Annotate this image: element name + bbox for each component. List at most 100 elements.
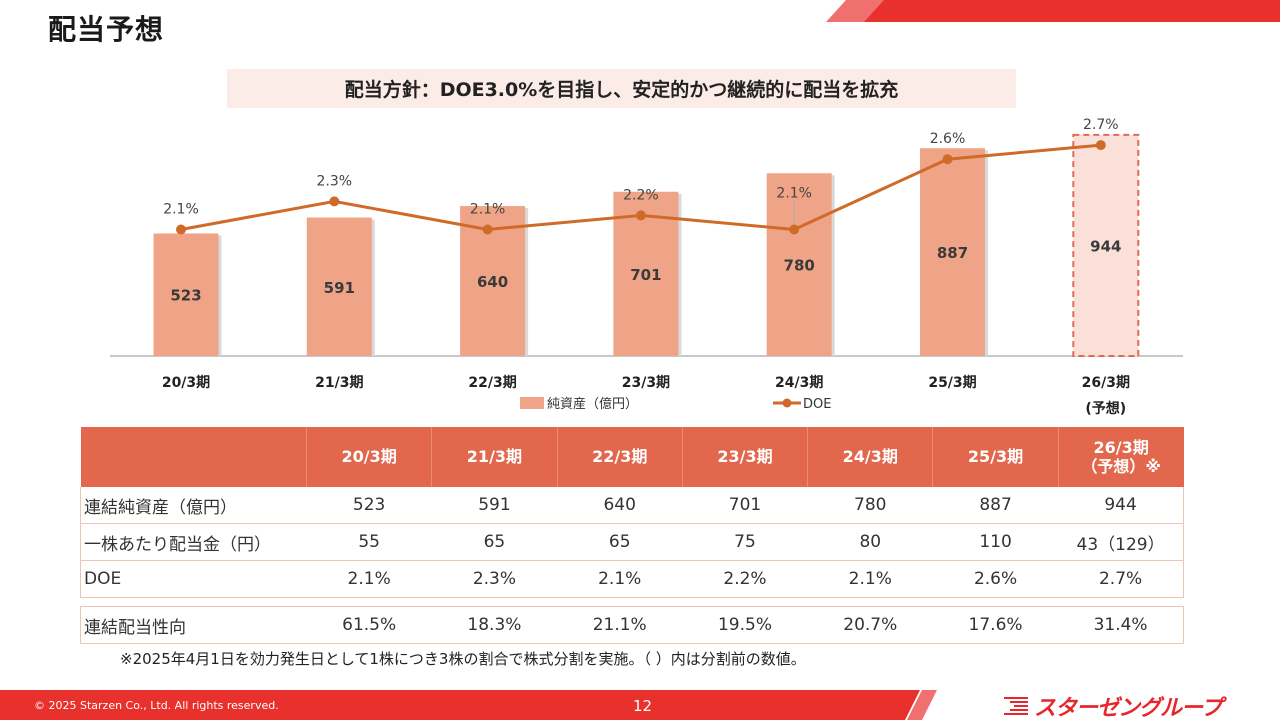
bar xyxy=(306,217,372,356)
table-cell: 2.3% xyxy=(431,560,558,598)
table-header-blank xyxy=(80,427,307,487)
bar xyxy=(153,233,219,356)
dividend-chart: 523 20/3期 591 21/3期 640 22/3期 701 23/3期 780 24/3期… xyxy=(110,117,1183,417)
table-cell: 43（129） xyxy=(1058,523,1185,561)
dividend-table: 20/3期 21/3期 22/3期 23/3期 24/3期 25/3期 26/3… xyxy=(80,427,1185,644)
bar-value-label: 640 xyxy=(477,273,508,291)
x-tick-label: 25/3期 xyxy=(928,375,976,391)
table-cell: 2.7% xyxy=(1058,560,1185,598)
doe-point xyxy=(789,224,800,235)
copyright-text: © 2025 Starzen Co., Ltd. All rights rese… xyxy=(34,699,279,712)
bar xyxy=(766,173,832,356)
x-tick-label: 21/3期 xyxy=(315,375,363,391)
logo-stripes-icon xyxy=(1004,697,1028,715)
table-cell: 887 xyxy=(932,487,1059,524)
doe-value-label: 2.1% xyxy=(776,185,812,201)
forecast-note: （予想）※ xyxy=(1081,457,1161,476)
table-header-cell: 22/3期 xyxy=(556,427,683,487)
x-tick-label: 26/3期 xyxy=(1082,375,1130,391)
table-row: 連結純資産（億円） 523 591 640 701 780 887 944 xyxy=(80,487,1185,524)
table-cell: 80 xyxy=(807,523,933,561)
table-cell: 65 xyxy=(557,523,683,561)
doe-value-label: 2.2% xyxy=(623,187,659,203)
logo-text: スターゼングループ xyxy=(1034,696,1223,721)
doe-point xyxy=(635,210,646,221)
doe-point xyxy=(482,224,493,235)
table-cell: 2.6% xyxy=(932,560,1059,598)
doe-point xyxy=(1095,140,1106,151)
row-label: DOE xyxy=(80,560,307,598)
table-header-cell: 21/3期 xyxy=(431,427,558,487)
table-cell: 20.7% xyxy=(807,606,933,644)
bar xyxy=(460,206,526,356)
bar-value-label: 591 xyxy=(324,279,355,297)
table-header-cell: 20/3期 xyxy=(305,427,432,487)
table-gap xyxy=(81,598,1184,607)
footer-light-stripe xyxy=(907,690,937,720)
table-cell: 31.4% xyxy=(1058,606,1185,644)
table-cell: 19.5% xyxy=(682,606,808,644)
table-cell: 18.3% xyxy=(431,606,558,644)
page-title: 配当予想 xyxy=(48,13,165,46)
page-number: 12 xyxy=(633,697,653,715)
legend-label-net-assets: 純資産（億円） xyxy=(547,396,638,412)
x-tick-label: 22/3期 xyxy=(468,375,516,391)
table-cell: 17.6% xyxy=(932,606,1059,644)
doe-value-label: 2.6% xyxy=(930,131,966,147)
table-cell: 65 xyxy=(431,523,558,561)
doe-point xyxy=(176,224,186,235)
bar-value-label: 780 xyxy=(784,257,815,275)
table-gap-cell xyxy=(81,598,1184,607)
legend-swatch-net-assets xyxy=(520,397,544,409)
table-header-cell-forecast: 26/3期 （予想）※ xyxy=(1057,427,1184,487)
row-label: 連結純資産（億円） xyxy=(80,487,307,524)
company-logo: スターゼングループ xyxy=(1002,690,1223,722)
bar-value-label: 887 xyxy=(937,244,968,262)
x-tick-label: 24/3期 xyxy=(775,375,823,391)
row-label: 連結配当性向 xyxy=(80,606,307,644)
footer-red-band xyxy=(0,690,920,720)
table-cell: 780 xyxy=(807,487,933,524)
legend-label-doe: DOE xyxy=(803,397,831,412)
table-cell: 701 xyxy=(682,487,808,524)
table-header-row: 20/3期 21/3期 22/3期 23/3期 24/3期 25/3期 26/3… xyxy=(80,427,1184,487)
row-label: 一株あたり配当金（円） xyxy=(80,523,307,561)
table-cell: 2.1% xyxy=(807,560,933,598)
doe-value-label: 2.7% xyxy=(1083,117,1119,133)
table-row-payout-ratio: 連結配当性向 61.5% 18.3% 21.1% 19.5% 20.7% 17.6% 31.4… xyxy=(80,606,1185,644)
table-header-cell: 24/3期 xyxy=(807,427,933,487)
x-tick-sublabel: (予想) xyxy=(1085,400,1126,417)
table-cell: 523 xyxy=(306,487,432,524)
doe-value-label: 2.1% xyxy=(470,201,506,217)
table-header-cell: 23/3期 xyxy=(681,427,808,487)
bar-value-label: 944 xyxy=(1090,237,1121,255)
table-cell: 61.5% xyxy=(306,606,432,644)
bar-value-label: 523 xyxy=(170,287,201,305)
table-cell: 110 xyxy=(932,523,1059,561)
dividend-policy-banner: 配当方針：DOE3.0%を目指し、安定的かつ継続的に配当を拡充 xyxy=(227,69,1016,108)
table-header-cell: 25/3期 xyxy=(932,427,1059,487)
stock-split-footnote: ※2025年4月1日を効力発生日として1株につき3株の割合で株式分割を実施。（ … xyxy=(120,650,806,668)
table-row: DOE 2.1% 2.3% 2.1% 2.2% 2.1% 2.6% 2.7% xyxy=(80,560,1185,598)
table-cell: 640 xyxy=(557,487,683,524)
doe-point xyxy=(942,154,953,165)
footer-band xyxy=(0,690,937,720)
table-cell: 55 xyxy=(306,523,432,561)
bar-forecast xyxy=(1072,133,1140,357)
table-cell: 2.2% xyxy=(682,560,808,598)
bar xyxy=(920,148,985,356)
table-cell: 2.1% xyxy=(306,560,432,598)
table-cell: 2.1% xyxy=(557,560,683,598)
forecast-period: 26/3期 xyxy=(1093,437,1149,457)
top-decorative-band xyxy=(826,0,1280,22)
table-cell: 591 xyxy=(431,487,558,524)
doe-value-label: 2.1% xyxy=(163,201,199,217)
table-cell: 75 xyxy=(682,523,808,561)
x-tick-label: 23/3期 xyxy=(622,375,670,391)
x-tick-label: 20/3期 xyxy=(162,375,210,391)
table-cell: 21.1% xyxy=(557,606,683,644)
table-cell: 944 xyxy=(1058,487,1185,524)
legend-marker-doe xyxy=(782,398,792,408)
doe-point xyxy=(329,196,340,207)
table-row: 一株あたり配当金（円） 55 65 65 75 80 110 43（129） xyxy=(80,523,1185,561)
